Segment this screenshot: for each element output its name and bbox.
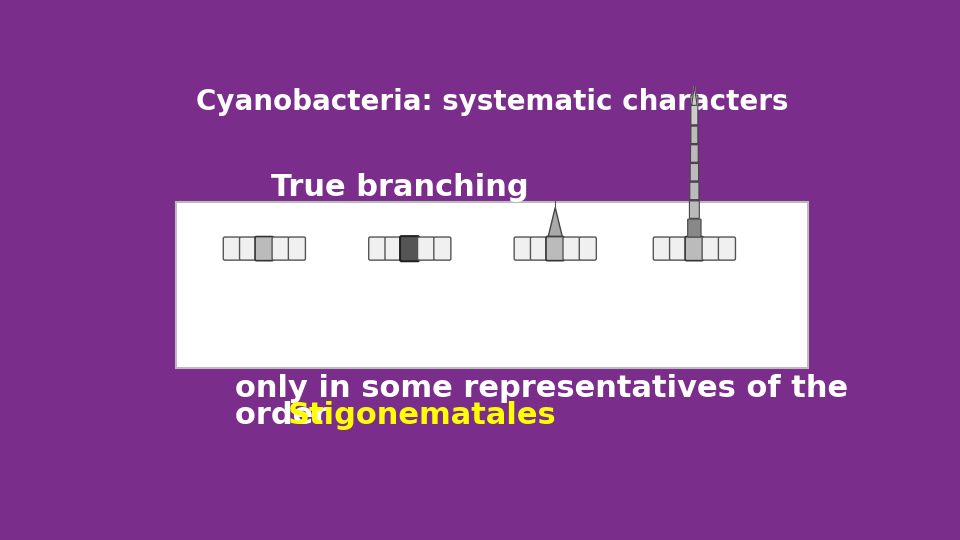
FancyBboxPatch shape — [690, 145, 698, 162]
FancyBboxPatch shape — [288, 237, 305, 260]
FancyBboxPatch shape — [691, 95, 698, 125]
Text: order: order — [234, 401, 339, 429]
FancyBboxPatch shape — [669, 237, 686, 260]
FancyBboxPatch shape — [385, 237, 402, 260]
FancyBboxPatch shape — [546, 237, 564, 261]
FancyBboxPatch shape — [654, 237, 670, 260]
FancyBboxPatch shape — [685, 237, 704, 261]
Bar — [176, 202, 808, 368]
FancyBboxPatch shape — [240, 237, 256, 260]
FancyBboxPatch shape — [563, 237, 580, 260]
Polygon shape — [548, 208, 563, 237]
FancyBboxPatch shape — [418, 237, 435, 260]
FancyBboxPatch shape — [272, 237, 289, 260]
FancyBboxPatch shape — [691, 126, 698, 144]
FancyBboxPatch shape — [718, 237, 735, 260]
FancyBboxPatch shape — [702, 237, 719, 260]
FancyBboxPatch shape — [690, 182, 699, 200]
Text: Stigonematales: Stigonematales — [287, 401, 556, 429]
Polygon shape — [691, 86, 697, 105]
FancyBboxPatch shape — [434, 237, 451, 260]
Text: True branching: True branching — [271, 173, 529, 201]
FancyBboxPatch shape — [369, 237, 386, 260]
FancyBboxPatch shape — [531, 237, 547, 260]
FancyBboxPatch shape — [687, 219, 701, 237]
FancyBboxPatch shape — [515, 237, 531, 260]
Text: Cyanobacteria: systematic characters: Cyanobacteria: systematic characters — [196, 88, 788, 116]
FancyBboxPatch shape — [400, 236, 420, 261]
FancyBboxPatch shape — [255, 237, 274, 261]
Text: only in some representatives of the: only in some representatives of the — [234, 374, 848, 403]
FancyBboxPatch shape — [689, 201, 699, 218]
FancyBboxPatch shape — [224, 237, 240, 260]
FancyBboxPatch shape — [579, 237, 596, 260]
FancyBboxPatch shape — [690, 164, 699, 181]
